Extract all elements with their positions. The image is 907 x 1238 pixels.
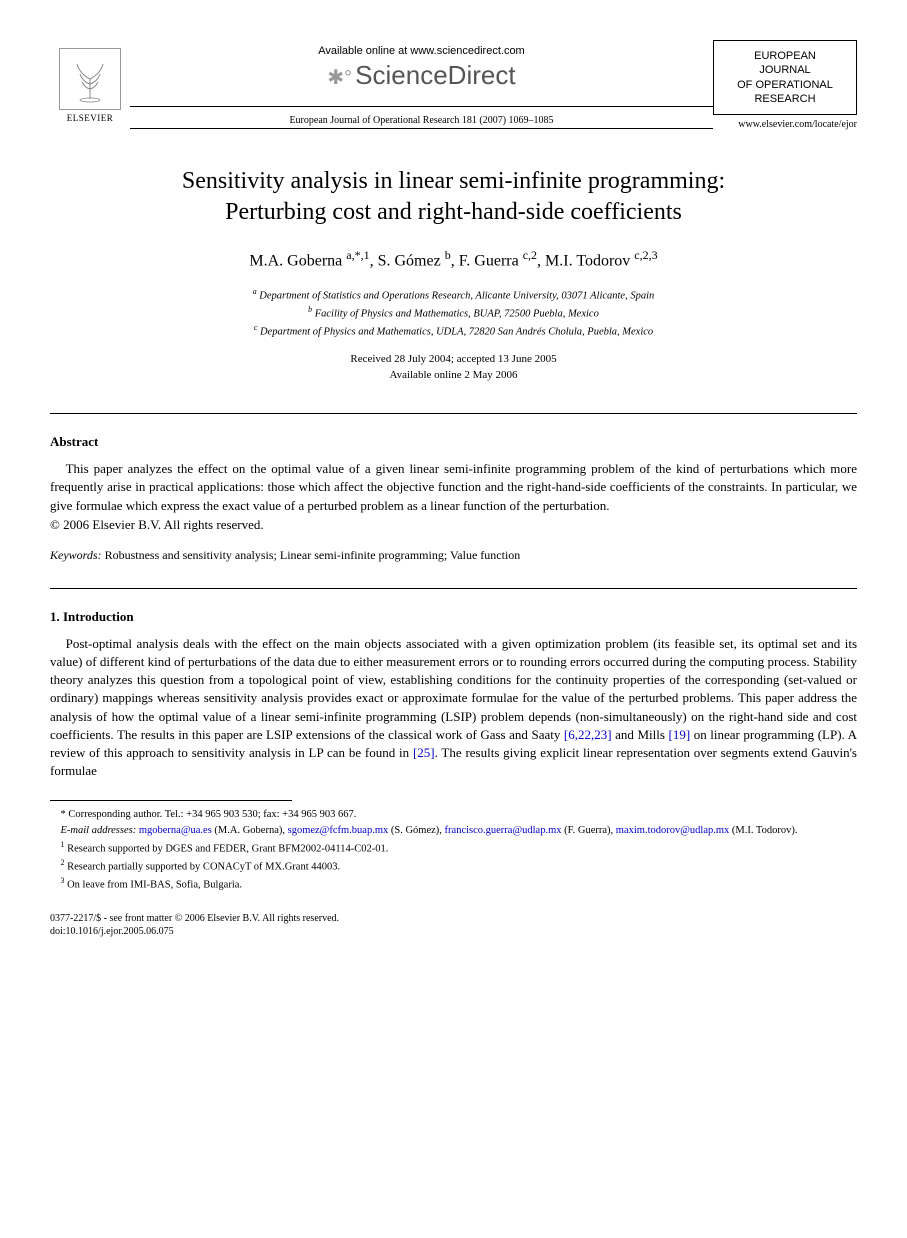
footnote-rule bbox=[50, 800, 292, 807]
ref-link[interactable]: [6,22,23] bbox=[564, 727, 612, 742]
journal-url[interactable]: www.elsevier.com/locate/ejor bbox=[713, 119, 857, 130]
keywords-line: Keywords: Robustness and sensitivity ana… bbox=[50, 548, 857, 563]
email-line: E-mail addresses: mgoberna@ua.es (M.A. G… bbox=[50, 823, 857, 839]
doi-line: doi:10.1016/j.ejor.2005.06.075 bbox=[50, 925, 857, 938]
email-link[interactable]: francisco.guerra@udlap.mx bbox=[445, 825, 562, 836]
corresponding-author: * Corresponding author. Tel.: +34 965 90… bbox=[50, 807, 857, 823]
footer-meta: 0377-2217/$ - see front matter © 2006 El… bbox=[50, 912, 857, 938]
email-link[interactable]: maxim.todorov@udlap.mx bbox=[616, 825, 730, 836]
ref-link[interactable]: [19] bbox=[668, 727, 690, 742]
elsevier-tree-icon bbox=[59, 48, 121, 110]
abstract-text: This paper analyzes the effect on the op… bbox=[50, 460, 857, 515]
center-header: Available online at www.sciencedirect.co… bbox=[130, 40, 713, 131]
email-link[interactable]: sgomez@fcfm.buap.mx bbox=[288, 825, 389, 836]
article-title: Sensitivity analysis in linear semi-infi… bbox=[50, 166, 857, 228]
sciencedirect-icon: ✱° bbox=[327, 65, 352, 90]
sciencedirect-logo: ✱°ScienceDirect bbox=[130, 60, 713, 91]
page-header: ELSEVIER Available online at www.science… bbox=[50, 40, 857, 131]
keywords-text: Robustness and sensitivity analysis; Lin… bbox=[105, 548, 521, 562]
intro-paragraph: Post-optimal analysis deals with the eff… bbox=[50, 635, 857, 781]
author-list: M.A. Goberna a,*,1, S. Gómez b, F. Guerr… bbox=[50, 248, 857, 270]
abstract-heading: Abstract bbox=[50, 434, 857, 450]
abstract-copyright: © 2006 Elsevier B.V. All rights reserved… bbox=[50, 517, 857, 533]
section-1-heading: 1. Introduction bbox=[50, 609, 857, 625]
article-dates: Received 28 July 2004; accepted 13 June … bbox=[50, 352, 857, 383]
keywords-label: Keywords: bbox=[50, 548, 102, 562]
footnotes-block: * Corresponding author. Tel.: +34 965 90… bbox=[50, 807, 857, 893]
footnote-item: 1 Research supported by DGES and FEDER, … bbox=[50, 839, 857, 857]
citation-line: European Journal of Operational Research… bbox=[130, 115, 713, 126]
journal-box-wrap: EUROPEAN JOURNAL OF OPERATIONAL RESEARCH… bbox=[713, 40, 857, 130]
journal-title-box: EUROPEAN JOURNAL OF OPERATIONAL RESEARCH bbox=[713, 40, 857, 115]
available-online-text: Available online at www.sciencedirect.co… bbox=[130, 45, 713, 57]
email-link[interactable]: mgoberna@ua.es bbox=[139, 825, 212, 836]
footnote-item: 3 On leave from IMI-BAS, Sofia, Bulgaria… bbox=[50, 875, 857, 893]
publisher-name: ELSEVIER bbox=[67, 113, 114, 123]
publisher-logo: ELSEVIER bbox=[50, 40, 130, 130]
footnote-item: 2 Research partially supported by CONACy… bbox=[50, 857, 857, 875]
ref-link[interactable]: [25] bbox=[413, 745, 435, 760]
affiliations: a Department of Statistics and Operation… bbox=[50, 286, 857, 341]
front-matter-line: 0377-2217/$ - see front matter © 2006 El… bbox=[50, 912, 857, 925]
